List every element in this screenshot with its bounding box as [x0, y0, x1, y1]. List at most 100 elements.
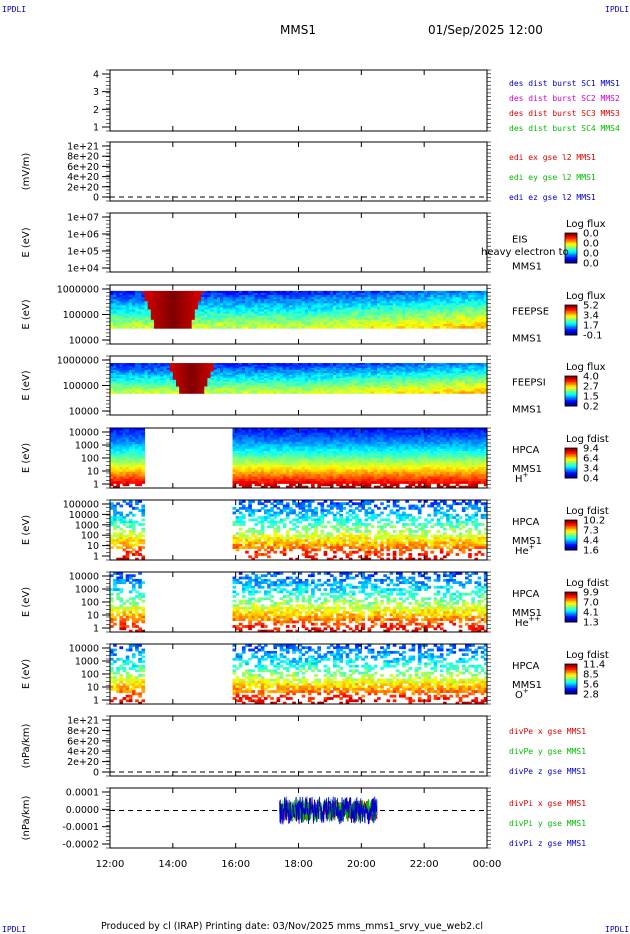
spectrogram-cell: [446, 378, 450, 381]
spectrogram-cell: [477, 376, 482, 379]
spectrogram-cell: [326, 369, 331, 373]
spectrogram-cell: [144, 311, 149, 315]
spectrogram-cell: [135, 383, 139, 386]
spectrogram-cell: [342, 363, 347, 366]
spectrogram-cell: [254, 389, 259, 393]
spectrogram-cell: [144, 301, 149, 304]
spectrogram-cell: [254, 384, 259, 388]
spectrogram-cell: [317, 297, 322, 300]
spectrogram-cell: [204, 303, 208, 306]
spectrogram-cell: [213, 315, 218, 319]
spectrogram-cell: [276, 381, 281, 384]
spectrogram-cell: [138, 313, 143, 317]
spectrogram-cell: [395, 299, 400, 302]
spectrogram-cell: [474, 374, 479, 378]
spectrogram-cell: [326, 386, 331, 389]
spectrogram-cell: [314, 313, 318, 317]
spectrogram-cell: [267, 319, 271, 323]
spectrogram-cell: [333, 391, 337, 394]
spectrogram-cell: [317, 388, 322, 391]
spectrogram-cell: [245, 371, 249, 374]
spectrogram-cell: [251, 290, 256, 294]
spectrogram-cell: [273, 290, 278, 294]
spectrogram-cell: [182, 317, 186, 321]
spectrogram-cell: [235, 309, 240, 313]
spectrogram-cell: [128, 315, 133, 319]
spectrogram-cell: [138, 476, 142, 480]
spectrogram-cell: [116, 448, 120, 452]
spectrogram-cell: [201, 297, 205, 300]
spectrogram-cell: [182, 323, 186, 327]
spectrogram-cell: [282, 309, 287, 313]
colorbar-cell: [565, 246, 577, 249]
spectrogram-cell: [147, 301, 152, 304]
spectrogram-cell: [131, 391, 136, 394]
spectrogram-cell: [251, 376, 256, 379]
spectrogram-cell: [380, 290, 384, 294]
spectrogram-cell: [254, 376, 259, 379]
spectrogram-cell: [248, 373, 252, 376]
spectrogram-cell: [292, 301, 296, 304]
spectrogram-cell: [201, 326, 205, 329]
spectrogram-cell: [263, 388, 268, 391]
spectrogram-cell: [226, 388, 230, 391]
spectrogram-cell: [443, 292, 447, 296]
spectrogram-cell: [245, 311, 249, 315]
spectrogram-cell: [207, 366, 212, 369]
spectrogram-cell: [179, 295, 183, 298]
spectrogram-cell: [342, 388, 347, 391]
spectrogram-cell: [166, 374, 171, 378]
spectrogram-cell: [361, 303, 366, 306]
spectrogram-cell: [213, 292, 218, 296]
spectrogram-cell: [223, 374, 227, 378]
spectrogram-cell: [402, 311, 406, 315]
spectrogram-cell: [311, 303, 315, 306]
spectrogram-cell: [194, 305, 199, 309]
spectrogram-cell: [166, 311, 171, 315]
spectrogram-cell: [157, 295, 161, 298]
spectrogram-cell: [245, 376, 249, 379]
spectrogram-cell: [122, 471, 127, 475]
spectrogram-cell: [364, 379, 369, 383]
spectrogram-cell: [131, 323, 136, 327]
spectrogram-cell: [113, 374, 117, 378]
spectrogram-cell: [194, 381, 199, 384]
spectrogram-cell: [213, 323, 218, 327]
spectrogram-cell: [207, 317, 212, 321]
spectrogram-cell: [122, 476, 127, 480]
spectrogram-cell: [188, 292, 193, 296]
spectrogram-cell: [110, 374, 114, 378]
spectrogram-cell: [254, 364, 259, 368]
spectrogram-cell: [163, 323, 168, 327]
spectrogram-cell: [235, 323, 240, 327]
spectrogram-cell: [458, 388, 463, 391]
spectrogram-cell: [238, 313, 243, 317]
spectrogram-cell: [128, 386, 133, 389]
spectrogram-cell: [276, 321, 281, 325]
spectrogram-cell: [474, 391, 479, 394]
spectrogram-cell: [320, 366, 325, 369]
spectrogram-cell: [414, 297, 419, 300]
spectrogram-cell: [358, 321, 362, 325]
spectrogram-cell: [452, 363, 457, 366]
spectrogram-cell: [125, 290, 130, 294]
spectrogram-cell: [179, 315, 183, 319]
spectrogram-cell: [421, 313, 425, 317]
spectrogram-cell: [191, 313, 196, 317]
spectrogram-cell: [251, 321, 256, 325]
spectrogram-cell: [443, 383, 447, 386]
spectrogram-cell: [128, 437, 133, 441]
spectrogram-cell: [380, 378, 384, 381]
spectrogram-cell: [430, 303, 435, 306]
spectrogram-cell: [311, 369, 315, 373]
spectrogram-cell: [235, 317, 240, 321]
spectrogram-cell: [113, 455, 117, 459]
spectrogram-cell: [150, 391, 155, 394]
spectrogram-cell: [116, 374, 121, 378]
spectrogram-cell: [348, 381, 353, 384]
spectrogram-cell: [204, 374, 208, 378]
spectrogram-cell: [439, 326, 444, 329]
spectrogram-cell: [326, 388, 331, 391]
spectrogram-cell: [361, 292, 366, 296]
spectrogram-cell: [414, 368, 419, 371]
